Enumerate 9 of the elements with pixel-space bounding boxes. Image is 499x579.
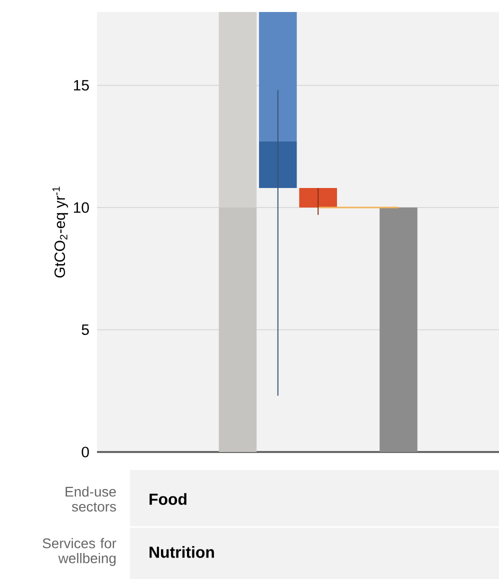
text: Nutrition (150, 546, 214, 558)
y-tick-label: 0 (82, 446, 89, 458)
y-axis-title: GtCO$_{2}$-eq yr$^{-1}$ (52, 186, 68, 278)
text: Services for wellbeing (42, 538, 116, 566)
text: End-use sectors (66, 486, 116, 512)
y-tick-label: 5 (82, 324, 89, 335)
y-tick-label: 15 (74, 80, 89, 91)
y-tick-label: 10 (74, 202, 89, 213)
text: Food (150, 493, 186, 505)
